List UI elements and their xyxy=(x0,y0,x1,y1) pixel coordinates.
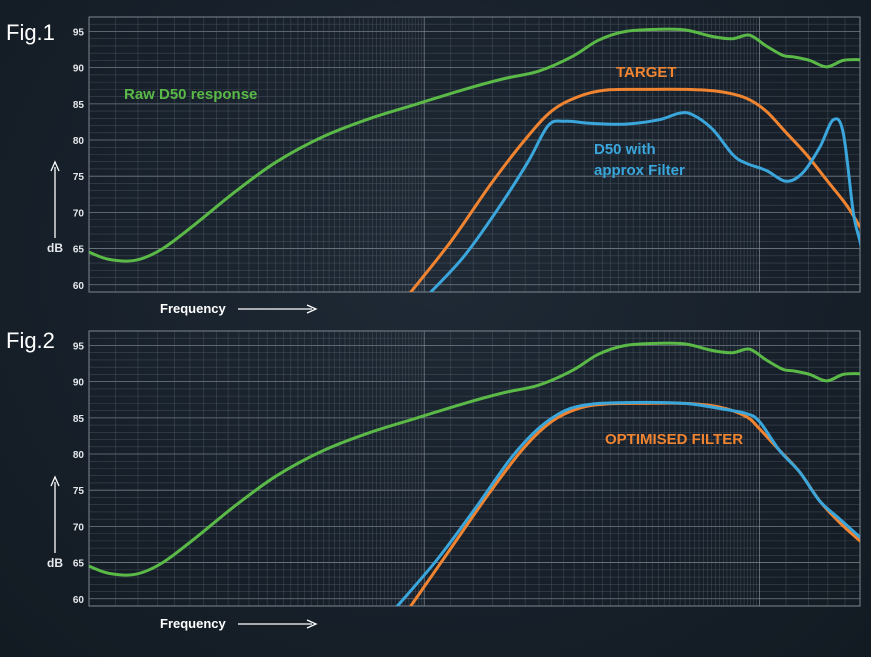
fig1-grid xyxy=(88,16,860,293)
fig1-x-arrow xyxy=(238,304,318,314)
y-tick-label: 80 xyxy=(73,450,85,461)
y-tick-label: 85 xyxy=(73,414,85,425)
fig2-grid xyxy=(88,330,860,607)
fig1-x-axis-label: Frequency xyxy=(160,301,227,316)
fig1-y-tick-labels: 60 65 70 75 80 85 90 95 xyxy=(73,27,85,291)
y-tick-label: 75 xyxy=(73,172,85,183)
y-tick-label: 70 xyxy=(73,208,85,219)
fig2-series xyxy=(89,341,860,606)
fig1-filter-label-line1: D50 with xyxy=(594,141,656,158)
fig1-target-label: TARGET xyxy=(616,64,677,81)
fig1-y-arrow xyxy=(50,160,60,238)
y-tick-label: 65 xyxy=(73,559,85,570)
fig1-raw-label: Raw D50 response xyxy=(124,86,257,103)
fig1-series xyxy=(89,27,860,292)
fig2-x-axis-label: Frequency xyxy=(160,616,227,631)
fig1-chart: Fig.1 60 65 70 75 80 85 90 95 dB Frequency Raw … xyxy=(6,16,861,316)
y-tick-label: 65 xyxy=(73,245,85,256)
filter-series-line xyxy=(395,400,860,606)
fig2-title: Fig.2 xyxy=(6,328,55,353)
fig1-title: Fig.1 xyxy=(6,20,55,45)
fig2-plot-frame xyxy=(88,330,861,607)
fig2-x-arrow xyxy=(238,619,318,629)
y-tick-label: 95 xyxy=(73,27,85,38)
y-tick-label: 90 xyxy=(73,378,85,389)
y-tick-label: 60 xyxy=(73,595,85,606)
y-tick-label: 70 xyxy=(73,522,85,533)
fig2-y-tick-labels: 60 65 70 75 80 85 90 95 xyxy=(73,341,85,605)
fig2-chart: Fig.2 60 65 70 75 80 85 90 95 dB Frequency OPTI… xyxy=(6,328,861,631)
fig2-optimised-filter-label: OPTIMISED FILTER xyxy=(605,431,743,448)
fig1-filter-label-line2: approx Filter xyxy=(594,162,685,179)
raw-series-line xyxy=(89,341,860,577)
fig2-y-arrow xyxy=(50,475,60,553)
y-tick-label: 85 xyxy=(73,100,85,111)
y-tick-label: 75 xyxy=(73,486,85,497)
filter-series-line xyxy=(429,111,860,292)
raw-series-line xyxy=(89,27,860,263)
fig1-y-axis-label: dB xyxy=(47,241,63,255)
fig1-plot-frame xyxy=(88,16,861,293)
y-tick-label: 90 xyxy=(73,64,85,75)
y-tick-label: 95 xyxy=(73,341,85,352)
fig2-y-axis-label: dB xyxy=(47,556,63,570)
y-tick-label: 60 xyxy=(73,281,85,292)
y-tick-label: 80 xyxy=(73,136,85,147)
